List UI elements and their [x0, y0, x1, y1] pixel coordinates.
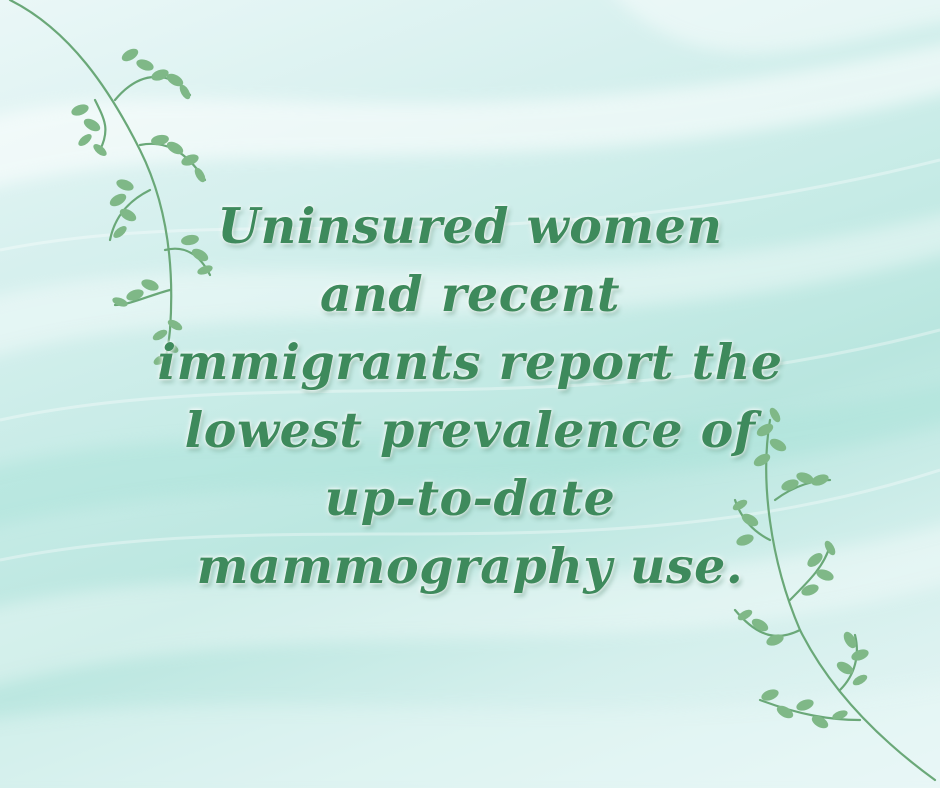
quote-line-3: immigrants report the	[157, 333, 783, 391]
quote-line-5: up-to-date	[324, 469, 616, 527]
quote-line-2: and recent	[320, 265, 620, 323]
quote-text: Uninsured women and recent immigrants re…	[120, 192, 820, 600]
quote-line-4: lowest prevalence of	[184, 401, 756, 459]
quote-line-1: Uninsured women	[217, 197, 723, 255]
quote-line-6: mammography use.	[196, 537, 744, 595]
